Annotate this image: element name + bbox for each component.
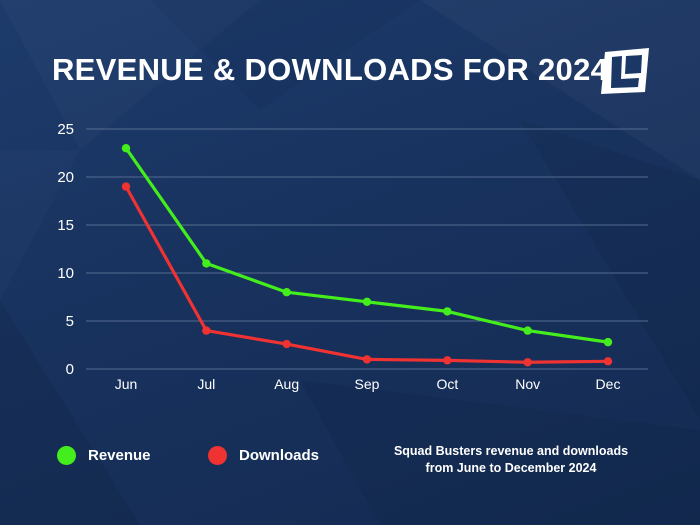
data-point-revenue-nov [523,326,532,335]
y-tick-label: 0 [66,361,74,378]
data-point-downloads-aug [282,339,291,349]
x-tick-label-jul: Jul [197,376,215,392]
x-tick-label-aug: Aug [274,376,299,392]
chart-title: REVENUE & DOWNLOADS FOR 2024 [52,52,609,87]
data-point-downloads-oct [443,356,452,365]
legend-item-downloads[interactable]: Downloads [208,446,319,465]
data-point-revenue-jun [121,144,131,153]
grid-lines [86,128,648,370]
legend-label-downloads: Downloads [239,447,320,464]
data-point-downloads-jun [121,182,131,191]
data-point-downloads-sep [362,355,372,364]
data-point-revenue-oct [443,307,452,316]
y-tick-label: 20 [57,169,74,186]
caption-line-1: Squad Busters revenue and downloads [393,444,629,458]
y-tick-label: 15 [57,217,74,234]
data-point-downloads-dec [603,357,613,366]
legend-item-revenue[interactable]: Revenue [57,446,151,465]
caption-line-2: from June to December 2024 [425,461,597,475]
x-axis-ticks: Jun Jul Aug Sep Oct Nov Dec [115,376,621,392]
x-tick-label-sep: Sep [355,376,380,392]
x-tick-label-jun: Jun [115,376,138,392]
series-lines [121,144,613,367]
y-tick-label: 5 [66,313,74,330]
data-point-revenue-aug [282,288,291,297]
series-revenue [121,144,613,347]
x-tick-label-nov: Nov [515,376,540,392]
y-tick-label: 25 [57,121,74,138]
data-point-downloads-nov [523,358,532,367]
y-tick-label: 10 [57,265,74,282]
brand-logo-icon [601,48,649,94]
data-point-revenue-dec [603,337,613,347]
legend-swatch-revenue [57,446,76,465]
legend-swatch-downloads [208,446,227,465]
data-point-revenue-sep [362,297,372,306]
legend-label-revenue: Revenue [88,447,151,464]
chart-caption: Squad Busters revenue and downloads from… [380,443,642,477]
x-tick-label-dec: Dec [596,376,621,392]
series-line-downloads [124,185,610,364]
y-axis-ticks: 0 5 10 15 20 25 [57,121,74,378]
x-tick-label-oct: Oct [436,376,458,392]
data-point-downloads-jul [202,326,211,335]
data-point-revenue-jul [202,259,211,268]
series-downloads [121,182,613,367]
